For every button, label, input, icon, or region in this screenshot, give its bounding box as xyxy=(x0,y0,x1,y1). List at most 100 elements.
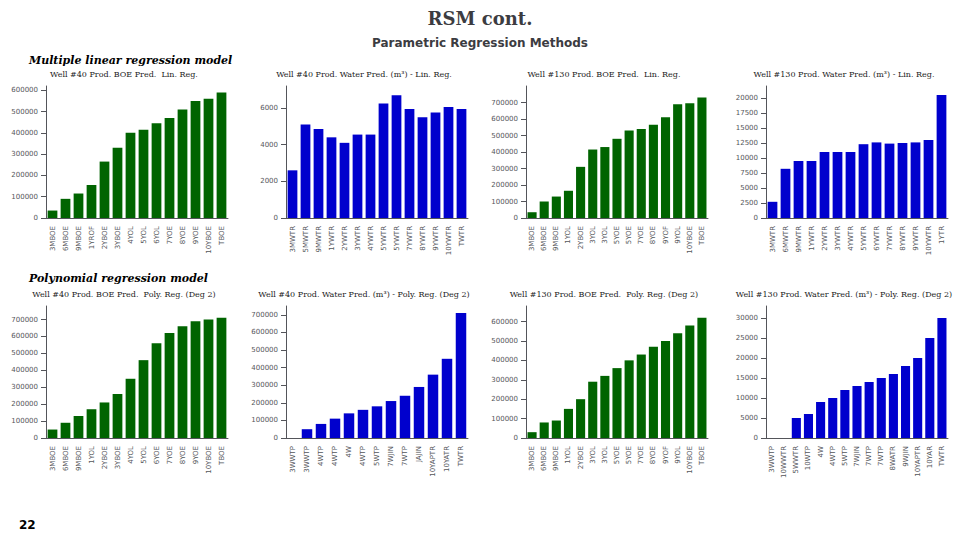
svg-text:10WWTR: 10WWTR xyxy=(780,446,788,478)
svg-text:Well #40 Prod. BOE Pred. Poly: Well #40 Prod. BOE Pred. Poly. Reg. (Deg… xyxy=(32,290,215,299)
svg-text:0: 0 xyxy=(754,434,758,442)
svg-text:600000: 600000 xyxy=(11,332,38,340)
svg-text:400000: 400000 xyxy=(11,366,38,374)
svg-text:3MBOE: 3MBOE xyxy=(528,446,536,471)
svg-text:5WWTR: 5WWTR xyxy=(792,446,800,474)
svg-text:8YWTR: 8YWTR xyxy=(419,226,427,251)
svg-text:200000: 200000 xyxy=(491,395,518,403)
svg-text:9YOF: 9YOF xyxy=(662,446,670,464)
svg-text:2YBOE: 2YBOE xyxy=(577,226,585,249)
svg-text:100000: 100000 xyxy=(11,193,38,201)
svg-text:400000: 400000 xyxy=(11,129,38,137)
svg-text:8WATR: 8WATR xyxy=(889,446,897,471)
svg-text:JAJIN: JAJIN xyxy=(415,446,423,463)
svg-text:3YWTR: 3YWTR xyxy=(354,226,362,251)
svg-text:5YWTR: 5YWTR xyxy=(860,226,868,251)
svg-text:6MBOE: 6MBOE xyxy=(540,226,548,251)
svg-text:1YROF: 1YROF xyxy=(88,226,96,249)
svg-text:7YWTR: 7YWTR xyxy=(406,226,414,251)
svg-text:0: 0 xyxy=(34,434,38,442)
svg-text:2YWTR: 2YWTR xyxy=(821,226,829,251)
svg-text:20000: 20000 xyxy=(736,354,758,362)
svg-text:3YOL: 3YOL xyxy=(589,446,597,464)
svg-text:0: 0 xyxy=(754,214,758,222)
svg-text:400000: 400000 xyxy=(491,148,518,156)
svg-text:10YBOE: 10YBOE xyxy=(686,226,694,254)
svg-text:2YBOE: 2YBOE xyxy=(101,226,109,249)
svg-text:6MBOE: 6MBOE xyxy=(62,226,70,251)
svg-text:TBOE: TBOE xyxy=(218,446,226,466)
svg-text:5YWTR: 5YWTR xyxy=(393,226,401,251)
svg-text:7WJIN: 7WJIN xyxy=(387,446,395,467)
svg-text:500000: 500000 xyxy=(491,132,518,140)
svg-text:10YBOE: 10YBOE xyxy=(205,446,213,474)
svg-text:4W: 4W xyxy=(345,446,353,457)
svg-text:300000: 300000 xyxy=(11,150,38,158)
svg-text:2500: 2500 xyxy=(740,199,758,207)
svg-text:Well #40 Prod. BOE Pred. Lin.: Well #40 Prod. BOE Pred. Lin. Reg. xyxy=(50,70,198,79)
svg-text:9YOL: 9YOL xyxy=(674,446,682,464)
svg-text:10YATR: 10YATR xyxy=(443,446,451,472)
svg-text:10WTP: 10WTP xyxy=(804,446,812,470)
svg-text:3YBOE: 3YBOE xyxy=(114,446,122,469)
svg-text:100000: 100000 xyxy=(491,415,518,423)
svg-text:9MWTR: 9MWTR xyxy=(795,226,803,253)
svg-text:4W: 4W xyxy=(817,446,825,457)
svg-text:7WTP: 7WTP xyxy=(865,446,873,466)
svg-text:RSM cont.: RSM cont. xyxy=(428,8,533,29)
svg-text:0: 0 xyxy=(274,214,278,222)
svg-text:700000: 700000 xyxy=(491,99,518,107)
svg-text:7YOE: 7YOE xyxy=(166,446,174,464)
svg-text:5000: 5000 xyxy=(740,184,758,192)
svg-text:7WTP: 7WTP xyxy=(877,446,885,466)
svg-text:9YWTR: 9YWTR xyxy=(432,226,440,251)
svg-text:100000: 100000 xyxy=(491,198,518,206)
svg-text:10YWTR: 10YWTR xyxy=(445,226,453,255)
svg-text:7500: 7500 xyxy=(740,169,758,177)
svg-text:TBOE: TBOE xyxy=(698,446,706,466)
svg-text:5MWTR: 5MWTR xyxy=(302,226,310,253)
svg-text:9MBOE: 9MBOE xyxy=(75,446,83,471)
svg-text:4WTP: 4WTP xyxy=(317,446,325,466)
svg-text:0: 0 xyxy=(274,434,278,442)
svg-text:100000: 100000 xyxy=(11,417,38,425)
svg-text:9MBOE: 9MBOE xyxy=(75,226,83,251)
svg-text:7WTP: 7WTP xyxy=(401,446,409,466)
svg-text:10YAPTR: 10YAPTR xyxy=(914,446,922,477)
svg-text:Well #130 Prod. BOE Pred. Pol: Well #130 Prod. BOE Pred. Poly. Reg. (De… xyxy=(510,290,698,299)
svg-text:15000: 15000 xyxy=(736,374,758,382)
svg-text:6MWTR: 6MWTR xyxy=(782,226,790,253)
svg-text:9YOL: 9YOL xyxy=(674,226,682,244)
svg-text:3MBOE: 3MBOE xyxy=(49,446,57,471)
svg-text:10YBOE: 10YBOE xyxy=(686,446,694,474)
svg-text:Well #130 Prod. Water Pred. (m: Well #130 Prod. Water Pred. (m³) - Lin. … xyxy=(754,70,935,79)
svg-text:4YWTR: 4YWTR xyxy=(847,226,855,251)
svg-text:9YWTR: 9YWTR xyxy=(912,226,920,251)
svg-text:600000: 600000 xyxy=(251,328,278,336)
svg-text:4WTP: 4WTP xyxy=(829,446,837,466)
svg-text:200000: 200000 xyxy=(11,171,38,179)
svg-text:17500: 17500 xyxy=(736,109,758,117)
svg-text:1YWTR: 1YWTR xyxy=(808,226,816,251)
svg-text:300000: 300000 xyxy=(491,376,518,384)
svg-text:5YOL: 5YOL xyxy=(140,226,148,244)
svg-text:10YAR: 10YAR xyxy=(926,446,934,468)
svg-text:700000: 700000 xyxy=(11,316,38,324)
svg-text:3WWTP: 3WWTP xyxy=(303,446,311,473)
svg-text:8YOE: 8YOE xyxy=(649,226,657,244)
svg-text:4YOL: 4YOL xyxy=(127,446,135,464)
svg-text:3WWTP: 3WWTP xyxy=(289,446,297,473)
svg-text:10YAPTR: 10YAPTR xyxy=(429,446,437,477)
svg-text:7WJIN: 7WJIN xyxy=(853,446,861,467)
svg-text:500000: 500000 xyxy=(11,349,38,357)
svg-text:2YWTR: 2YWTR xyxy=(341,226,349,251)
svg-text:2000: 2000 xyxy=(260,177,278,185)
svg-text:7YOE: 7YOE xyxy=(637,226,645,244)
svg-text:8YOE: 8YOE xyxy=(649,446,657,464)
svg-text:Well #40 Prod. Water Pred. (m³: Well #40 Prod. Water Pred. (m³) - Poly. … xyxy=(258,290,469,299)
svg-text:10YBOE: 10YBOE xyxy=(205,226,213,254)
svg-text:30000: 30000 xyxy=(736,314,758,322)
svg-text:3MWTR: 3MWTR xyxy=(289,226,297,253)
svg-text:25000: 25000 xyxy=(736,334,758,342)
svg-text:200000: 200000 xyxy=(491,181,518,189)
